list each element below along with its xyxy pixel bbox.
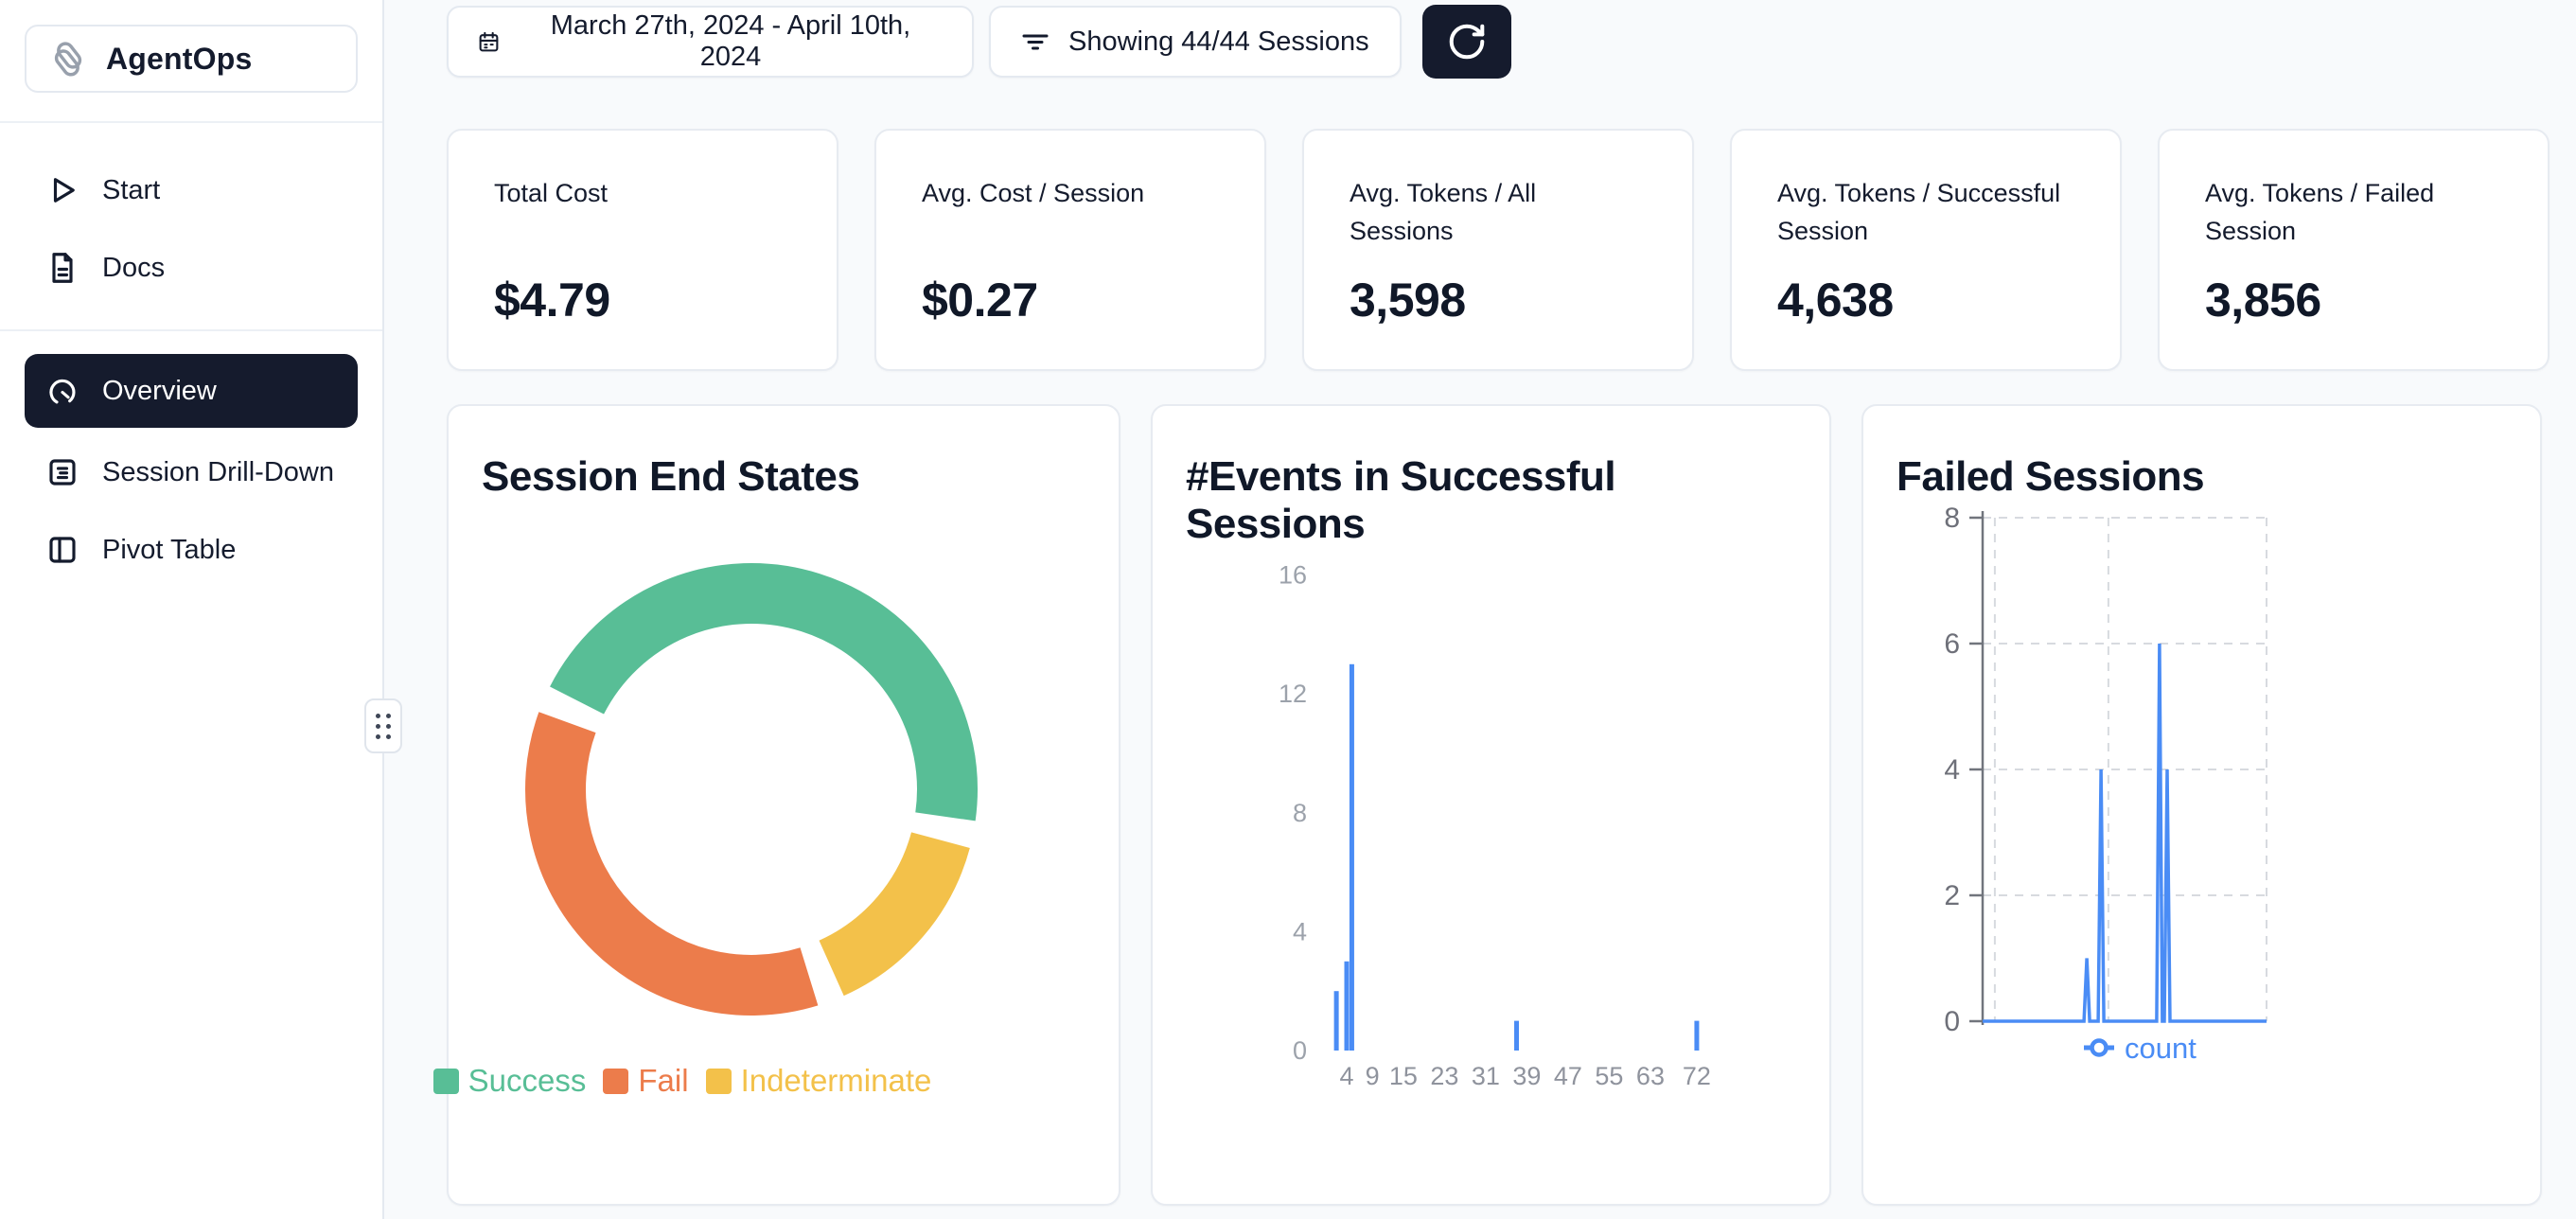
stat-card-avg-cost-session: Avg. Cost / Session $0.27 xyxy=(874,129,1266,371)
date-range-label: March 27th, 2024 - April 10th, 2024 xyxy=(550,10,911,72)
sidebar-divider xyxy=(0,329,382,331)
donut-chart xyxy=(525,563,978,1016)
sidebar-item-docs[interactable]: Docs xyxy=(25,235,358,301)
svg-text:4: 4 xyxy=(1339,1062,1353,1090)
charts-row: Session End States Success Fail Indeterm… xyxy=(432,404,2576,1206)
sidebar-item-start[interactable]: Start xyxy=(25,157,358,223)
svg-text:0: 0 xyxy=(1944,1006,1960,1037)
svg-text:6: 6 xyxy=(1944,628,1960,660)
sidebar: AgentOps Start Docs xyxy=(0,0,402,1219)
sidebar-item-label: Pivot Table xyxy=(102,534,237,565)
stat-label: Avg. Cost / Session xyxy=(922,179,1145,207)
sidebar-nav-main: Overview Session Drill-Down Pivot Table xyxy=(25,354,358,583)
svg-text:9: 9 xyxy=(1366,1062,1380,1090)
stat-value: 4,638 xyxy=(1777,274,1894,327)
legend-label: Success xyxy=(468,1063,587,1098)
svg-text:39: 39 xyxy=(1512,1062,1541,1090)
stat-value: $0.27 xyxy=(922,274,1038,327)
sidebar-item-label: Overview xyxy=(102,375,217,406)
stat-value: 3,598 xyxy=(1350,274,1466,327)
sidebar-item-overview[interactable]: Overview xyxy=(25,354,358,428)
svg-text:72: 72 xyxy=(1683,1062,1711,1090)
gauge-icon xyxy=(49,379,76,404)
sessions-filter-button[interactable]: Showing 44/44 Sessions xyxy=(989,6,1402,78)
sessions-filter-label: Showing 44/44 Sessions xyxy=(1068,26,1369,57)
stat-value: $4.79 xyxy=(494,274,610,327)
stat-label: Avg. Tokens / Failed Session xyxy=(2205,179,2435,245)
sidebar-divider xyxy=(0,121,382,123)
topbar: March 27th, 2024 - April 10th, 2024 Show… xyxy=(447,5,2576,79)
failed-sessions-line-chart: 0 2 4 6 8 count xyxy=(1944,503,2267,1065)
legend-label: Indeterminate xyxy=(740,1063,932,1098)
stat-value: 3,856 xyxy=(2205,274,2321,327)
stats-row: Total Cost $4.79 Avg. Cost / Session $0.… xyxy=(447,129,2576,371)
svg-text:63: 63 xyxy=(1636,1062,1665,1090)
sidebar-resize-handle[interactable] xyxy=(364,698,402,753)
legend-swatch-fail xyxy=(603,1068,629,1094)
svg-text:8: 8 xyxy=(1293,799,1307,827)
svg-text:12: 12 xyxy=(1279,680,1307,708)
svg-text:2: 2 xyxy=(1944,880,1960,911)
chart-card-session-end-states: Session End States Success Fail Indeterm… xyxy=(432,404,1120,1206)
paperclip-logo-icon xyxy=(54,42,82,77)
donut-legend: Success Fail Indeterminate xyxy=(432,1063,931,1099)
legend-item-fail[interactable]: Fail xyxy=(603,1063,689,1099)
svg-text:0: 0 xyxy=(1293,1036,1307,1065)
chart-title: #Events in Successful Sessions xyxy=(1186,453,1616,547)
svg-text:15: 15 xyxy=(1389,1062,1418,1090)
stat-card-avg-tokens-successful: Avg. Tokens / Successful Session 4,638 xyxy=(1730,129,2122,371)
svg-text:4: 4 xyxy=(1944,754,1960,786)
svg-text:16: 16 xyxy=(1279,561,1307,590)
grip-dots-icon xyxy=(376,713,391,739)
calendar-icon xyxy=(479,31,499,51)
stat-card-avg-tokens-failed: Avg. Tokens / Failed Session 3,856 xyxy=(2158,129,2550,371)
refresh-button[interactable] xyxy=(1422,5,1511,79)
chart-card-failed-sessions: Failed Sessions 0 2 4 6 8 count xyxy=(1861,404,2542,1206)
legend-item-success[interactable]: Success xyxy=(432,1063,587,1099)
sidebar-item-pivot-table[interactable]: Pivot Table xyxy=(25,517,358,583)
sidebar-item-label: Session Drill-Down xyxy=(102,456,334,487)
legend-swatch-indeterminate xyxy=(705,1068,732,1094)
sidebar-nav-top: Start Docs xyxy=(25,157,358,301)
chart-title: Failed Sessions xyxy=(1897,453,2205,500)
svg-text:8: 8 xyxy=(1944,503,1960,534)
stat-card-total-cost: Total Cost $4.79 xyxy=(447,129,838,371)
refresh-icon xyxy=(1449,24,1485,60)
play-icon xyxy=(53,178,75,203)
date-range-button[interactable]: March 27th, 2024 - April 10th, 2024 xyxy=(447,6,974,78)
legend-swatch-success xyxy=(432,1068,459,1094)
app-title: AgentOps xyxy=(106,41,253,76)
document-icon xyxy=(52,253,73,283)
svg-text:55: 55 xyxy=(1595,1062,1623,1090)
sidebar-item-session-drill-down[interactable]: Session Drill-Down xyxy=(25,439,358,505)
stat-label: Avg. Tokens / Successful Session xyxy=(1777,179,2061,245)
svg-text:4: 4 xyxy=(1293,917,1307,945)
chart-title: Session End States xyxy=(482,453,860,500)
sidebar-item-label: Docs xyxy=(102,252,166,283)
main-content: March 27th, 2024 - April 10th, 2024 Show… xyxy=(384,0,2576,1219)
filter-icon xyxy=(1022,34,1049,50)
list-box-icon xyxy=(49,459,76,486)
columns-icon xyxy=(49,537,76,563)
logo[interactable]: AgentOps xyxy=(25,25,358,93)
svg-text:47: 47 xyxy=(1554,1062,1582,1090)
svg-text:31: 31 xyxy=(1472,1062,1500,1090)
stat-label: Total Cost xyxy=(494,179,609,207)
sidebar-item-label: Start xyxy=(102,174,161,205)
svg-text:count: count xyxy=(2125,1032,2197,1065)
legend-label: Fail xyxy=(638,1063,689,1098)
svg-text:23: 23 xyxy=(1430,1062,1458,1090)
stat-label: Avg. Tokens / All Sessions xyxy=(1350,179,1537,245)
chart-card-events-successful-sessions: #Events in Successful Sessions 0 4 8 12 16 4 9… xyxy=(1151,404,1831,1206)
legend-item-indeterminate[interactable]: Indeterminate xyxy=(705,1063,932,1099)
stat-card-avg-tokens-all: Avg. Tokens / All Sessions 3,598 xyxy=(1302,129,1694,371)
